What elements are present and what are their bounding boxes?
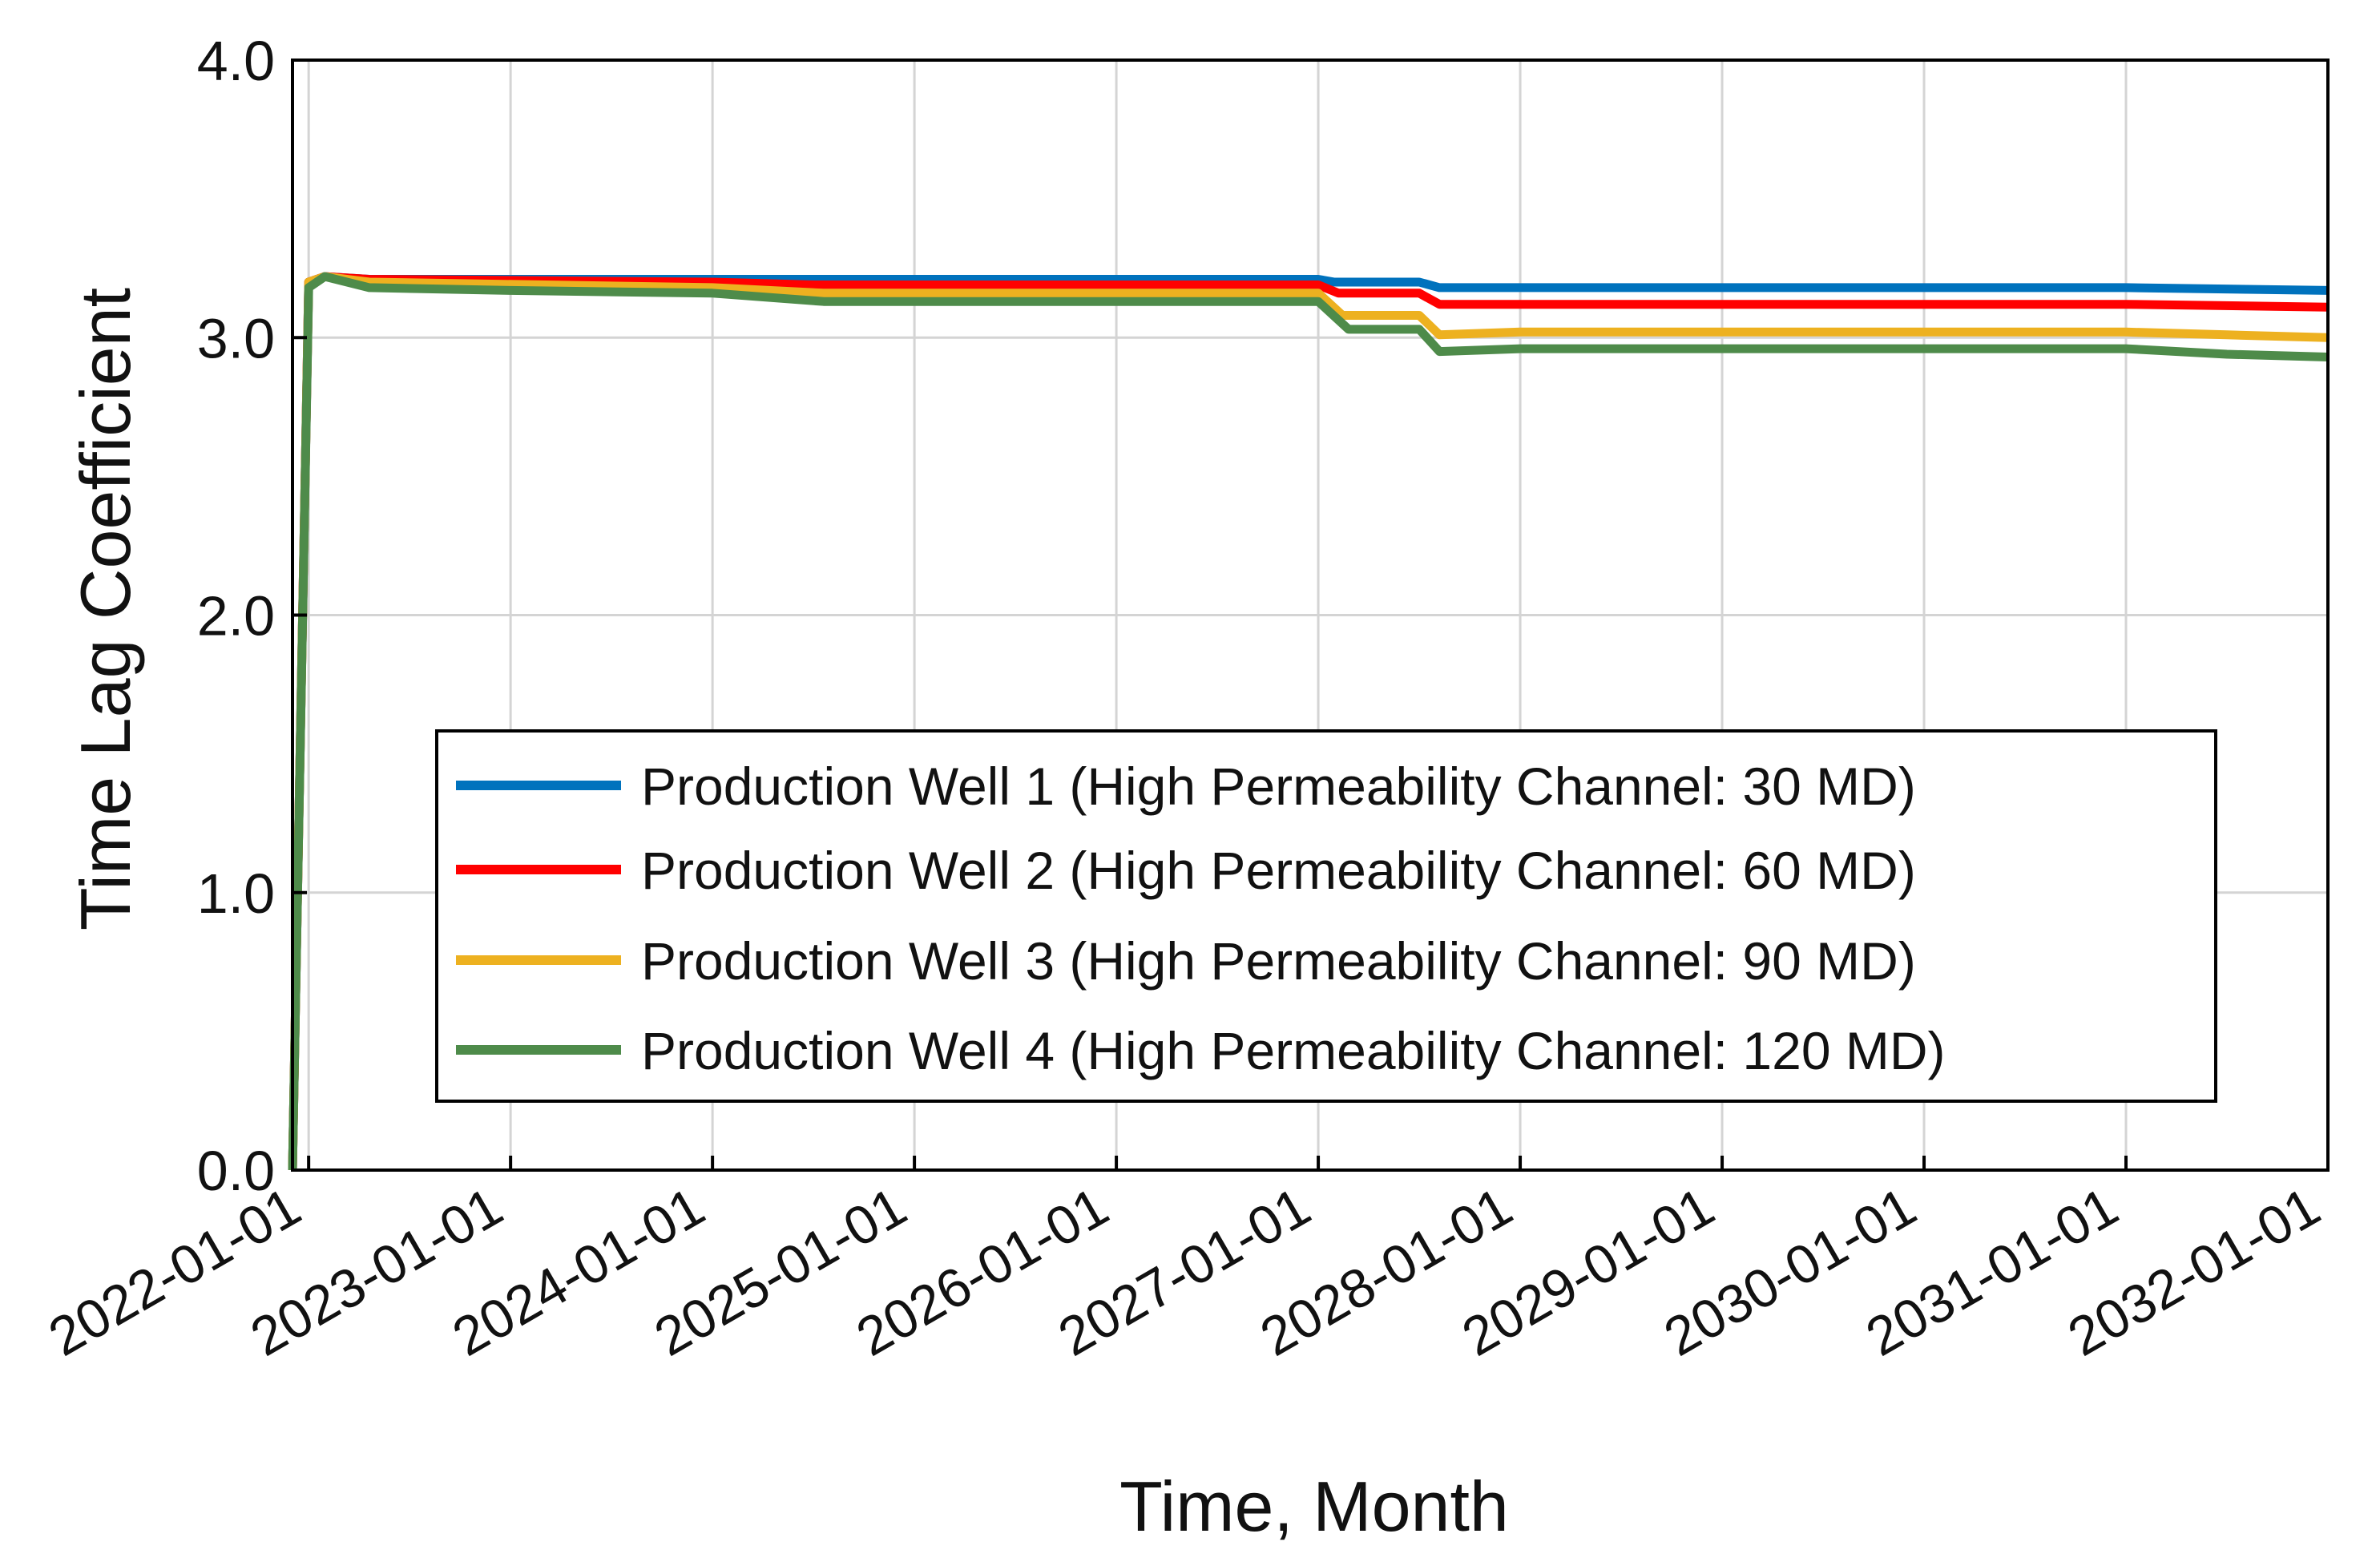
y-axis-ticks: 0.0 1.0 2.0 3.0 4.0 [197,30,307,1202]
legend-box [435,729,2217,1103]
y-tick-label: 4.0 [197,30,275,92]
legend-label-4: Production Well 4 (High Permeability Cha… [641,1021,1946,1080]
legend-label-2: Production Well 2 (High Permeability Cha… [641,841,1916,900]
legend-label-3: Production Well 3 (High Permeability Cha… [641,931,1916,991]
legend: Production Well 1 (High Permeability Cha… [435,729,2217,1103]
y-axis-label: Time Lag Coefficient [66,288,145,930]
y-tick-label: 1.0 [197,862,275,925]
y-tick-label: 2.0 [197,585,275,648]
series-lines [288,272,2329,1171]
y-tick-label: 3.0 [197,307,275,369]
series-line-4 [288,272,2329,1171]
y-tick-label: 0.0 [197,1140,275,1202]
x-axis-ticks: 2022-01-012023-01-012024-01-012025-01-01… [38,1156,2330,1368]
legend-label-1: Production Well 1 (High Permeability Cha… [641,757,1916,816]
x-axis-label: Time, Month [1119,1467,1509,1546]
